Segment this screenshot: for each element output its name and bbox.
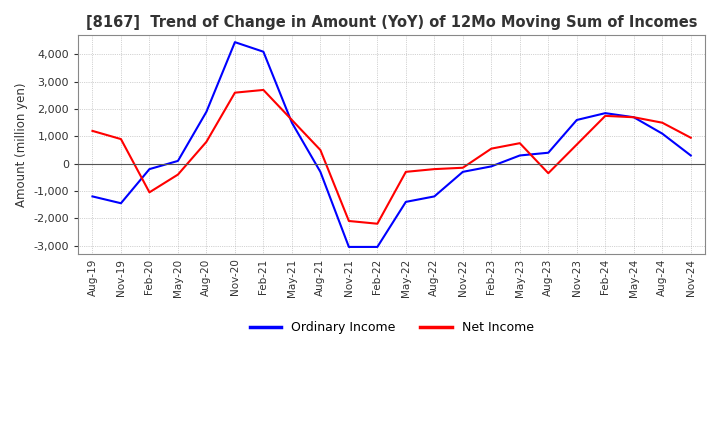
Net Income: [544, 171, 553, 176]
Legend: Ordinary Income, Net Income: Ordinary Income, Net Income: [245, 316, 539, 339]
Net Income: [601, 113, 610, 118]
Net Income: [202, 139, 211, 144]
Ordinary Income: [459, 169, 467, 175]
Ordinary Income: [601, 110, 610, 116]
Ordinary Income: [117, 201, 125, 206]
Net Income: [430, 166, 438, 172]
Net Income: [572, 142, 581, 147]
Net Income: [373, 221, 382, 226]
Line: Ordinary Income: Ordinary Income: [92, 42, 690, 247]
Net Income: [316, 147, 325, 153]
Net Income: [459, 165, 467, 170]
Net Income: [402, 169, 410, 175]
Net Income: [287, 117, 296, 123]
Net Income: [174, 172, 182, 177]
Ordinary Income: [202, 109, 211, 114]
Ordinary Income: [658, 131, 667, 136]
Net Income: [88, 128, 96, 133]
Ordinary Income: [572, 117, 581, 123]
Ordinary Income: [88, 194, 96, 199]
Ordinary Income: [259, 49, 268, 55]
Y-axis label: Amount (million yen): Amount (million yen): [15, 82, 28, 207]
Ordinary Income: [487, 164, 495, 169]
Net Income: [145, 190, 154, 195]
Net Income: [516, 140, 524, 146]
Net Income: [117, 136, 125, 142]
Ordinary Income: [287, 120, 296, 125]
Ordinary Income: [430, 194, 438, 199]
Ordinary Income: [402, 199, 410, 205]
Title: [8167]  Trend of Change in Amount (YoY) of 12Mo Moving Sum of Incomes: [8167] Trend of Change in Amount (YoY) o…: [86, 15, 698, 30]
Net Income: [230, 90, 239, 95]
Ordinary Income: [373, 244, 382, 249]
Ordinary Income: [516, 153, 524, 158]
Ordinary Income: [544, 150, 553, 155]
Net Income: [658, 120, 667, 125]
Net Income: [686, 135, 695, 140]
Net Income: [629, 114, 638, 120]
Net Income: [487, 146, 495, 151]
Ordinary Income: [345, 244, 354, 249]
Ordinary Income: [230, 40, 239, 45]
Net Income: [259, 87, 268, 92]
Ordinary Income: [686, 153, 695, 158]
Line: Net Income: Net Income: [92, 90, 690, 224]
Ordinary Income: [174, 158, 182, 164]
Ordinary Income: [145, 166, 154, 172]
Ordinary Income: [629, 114, 638, 120]
Net Income: [345, 218, 354, 224]
Ordinary Income: [316, 169, 325, 175]
